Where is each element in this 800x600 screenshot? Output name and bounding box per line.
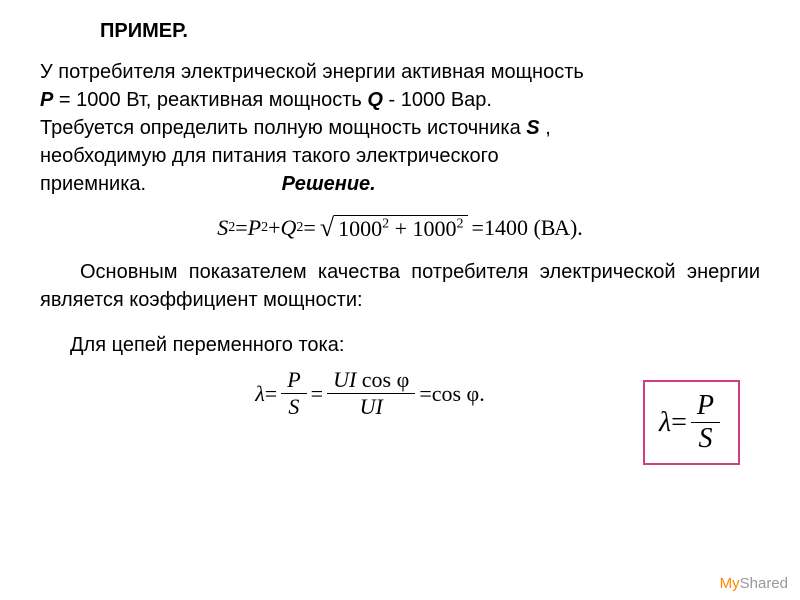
ac-lambda: λ	[255, 381, 265, 407]
lambda-formula-box: λ = P S	[643, 380, 740, 465]
period: .	[577, 215, 583, 241]
eq-sign-2: =	[303, 215, 315, 241]
plus-sign: +	[268, 215, 280, 241]
solution-label: Решение.	[282, 170, 376, 198]
lambda-den: S	[692, 423, 718, 455]
lambda-fraction: P S	[691, 390, 720, 455]
watermark: MyShared	[720, 575, 788, 592]
eq-sign-3: =	[472, 215, 484, 241]
ac-circuits-label: Для цепей переменного тока:	[70, 334, 760, 357]
var-q: Q	[367, 89, 383, 111]
sup-2a: 2	[228, 220, 235, 236]
plus-inner: +	[395, 216, 413, 241]
watermark-my: My	[720, 575, 740, 592]
problem-line5: приемника.	[40, 173, 146, 195]
problem-statement: У потребителя электрической энергии акти…	[40, 58, 760, 198]
lambda-symbol: λ	[659, 407, 671, 439]
problem-line2b: - 1000 Вар.	[389, 89, 492, 111]
ac-eq1: =	[265, 381, 277, 407]
problem-line3end: ,	[545, 117, 551, 139]
sup-2d: 2	[382, 216, 389, 231]
ac-result: cos φ.	[432, 381, 485, 407]
var-s: S	[526, 117, 539, 139]
formula-q: Q	[281, 215, 297, 241]
example-title: ПРИМЕР.	[100, 20, 760, 43]
ac-frac2-num: UI cos φ	[327, 367, 415, 394]
val-1000a: 1000	[338, 216, 382, 241]
watermark-shared: Shared	[740, 575, 788, 592]
unit-label: (ВА)	[533, 215, 577, 241]
val-1000b: 1000	[413, 216, 457, 241]
sqrt-expression: √ 10002 + 10002	[320, 213, 468, 243]
formula-s: S	[217, 215, 228, 241]
formula-p: P	[248, 215, 261, 241]
ac-frac2: UI cos φ UI	[327, 367, 415, 420]
lambda-num: P	[691, 390, 720, 423]
ac-frac2-den: UI	[354, 394, 389, 420]
quality-paragraph: Основным показателем качества потребител…	[40, 258, 760, 314]
problem-line2a: = 1000 Вт, реактивная мощность	[59, 89, 368, 111]
ac-frac1: P S	[281, 367, 306, 420]
ac-frac1-num: P	[281, 367, 306, 394]
sup-2b: 2	[261, 220, 268, 236]
sqrt-sign: √	[320, 213, 334, 243]
eq-sign-1: =	[235, 215, 247, 241]
formula-full-power: S2 = P2 + Q2 = √ 10002 + 10002 = 1400 (В…	[40, 213, 760, 243]
sup-2e: 2	[457, 216, 464, 231]
ac-eq2: =	[311, 381, 323, 407]
problem-line1: У потребителя электрической энергии акти…	[40, 61, 584, 83]
sup-2c: 2	[296, 220, 303, 236]
lambda-eq: =	[671, 407, 687, 439]
sqrt-content: 10002 + 10002	[334, 215, 467, 242]
problem-line3: Требуется определить полную мощность ист…	[40, 117, 526, 139]
ac-frac1-den: S	[282, 394, 305, 420]
ac-eq3: =	[419, 381, 431, 407]
result-1400: 1400	[484, 215, 528, 241]
var-p: P	[40, 89, 53, 111]
problem-line4: необходимую для питания такого электриче…	[40, 145, 499, 167]
